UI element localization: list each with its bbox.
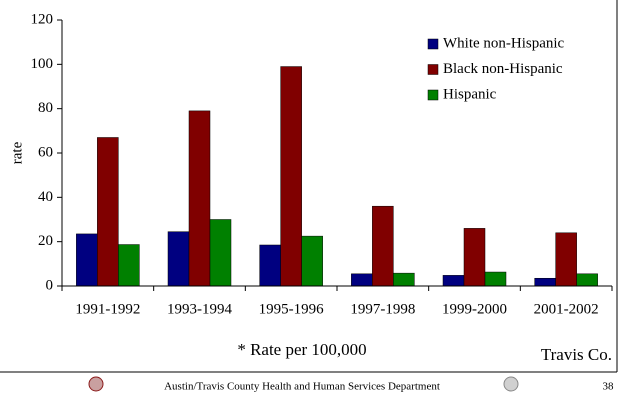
legend-swatch	[427, 64, 439, 75]
bar	[463, 228, 486, 287]
legend-swatch	[427, 38, 439, 50]
bar	[209, 219, 232, 287]
bar	[301, 235, 323, 287]
bar	[576, 273, 598, 287]
bar	[118, 244, 140, 287]
bar	[280, 66, 302, 287]
legend-label: White non-Hispanic	[443, 35, 565, 51]
logo-icon	[503, 376, 519, 392]
bar	[534, 277, 556, 287]
y-tick-label: 40	[38, 189, 53, 205]
annotation: Travis Co.	[541, 345, 612, 364]
bar	[76, 233, 98, 287]
bar	[555, 232, 577, 287]
bar	[393, 272, 415, 287]
bar	[442, 275, 465, 287]
y-tick-label: 20	[38, 233, 53, 249]
bar	[188, 110, 211, 287]
legend-swatch	[427, 89, 439, 101]
legend-label: Black non-Hispanic	[443, 61, 563, 77]
page-number: 38	[603, 381, 615, 393]
x-tick-label: 1995-1996	[259, 301, 324, 317]
bar	[372, 205, 394, 287]
bar	[484, 271, 507, 287]
x-tick-label: 1991-1992	[75, 301, 140, 317]
y-tick-label: 80	[38, 100, 53, 116]
x-tick-label: 1993-1994	[167, 301, 232, 317]
legend-label: Hispanic	[443, 86, 497, 102]
footer-text: Austin/Travis County Health and Human Se…	[164, 381, 440, 393]
x-tick-label: 1997-1998	[350, 301, 415, 317]
x-tick-label: 2001-2002	[534, 301, 599, 317]
y-axis-label: rate	[9, 141, 25, 164]
annotation: * Rate per 100,000	[237, 340, 366, 359]
bar	[97, 137, 119, 287]
bar	[351, 273, 373, 287]
y-tick-label: 0	[46, 277, 54, 293]
y-tick-label: 120	[31, 11, 54, 27]
y-tick-label: 100	[31, 56, 54, 72]
bar	[167, 231, 190, 287]
logo-icon	[88, 376, 104, 392]
x-tick-label: 1999-2000	[442, 301, 507, 317]
bar	[259, 244, 281, 287]
y-tick-label: 60	[38, 144, 53, 160]
